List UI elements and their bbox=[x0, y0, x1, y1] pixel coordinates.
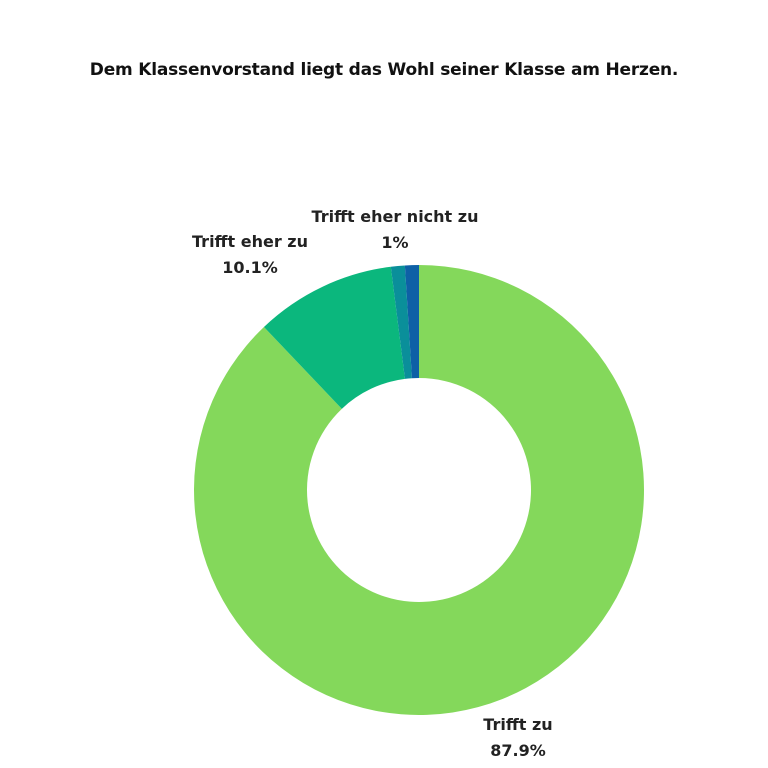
pie-slice-trifft-eher-nicht-zu bbox=[390, 265, 412, 379]
pie-slice-trifft-zu bbox=[194, 265, 644, 716]
chart-title: Dem Klassenvorstand liegt das Wohl seine… bbox=[89, 60, 679, 80]
slice-label-trifft-eher-nicht-zu: Trifft eher nicht zu bbox=[312, 207, 479, 226]
slices-group bbox=[194, 265, 644, 716]
slice-label-trifft-zu: Trifft zu bbox=[483, 715, 552, 734]
slice-value-trifft-eher-nicht-zu: 1% bbox=[381, 233, 408, 252]
slice-value-trifft-zu: 87.9% bbox=[490, 741, 546, 760]
slice-label-trifft-eher-zu: Trifft eher zu bbox=[192, 232, 308, 251]
pie-slice-unlabeled-3 bbox=[404, 265, 419, 379]
slice-value-trifft-eher-zu: 10.1% bbox=[222, 258, 278, 277]
pie-slice-trifft-eher-zu bbox=[263, 266, 405, 409]
